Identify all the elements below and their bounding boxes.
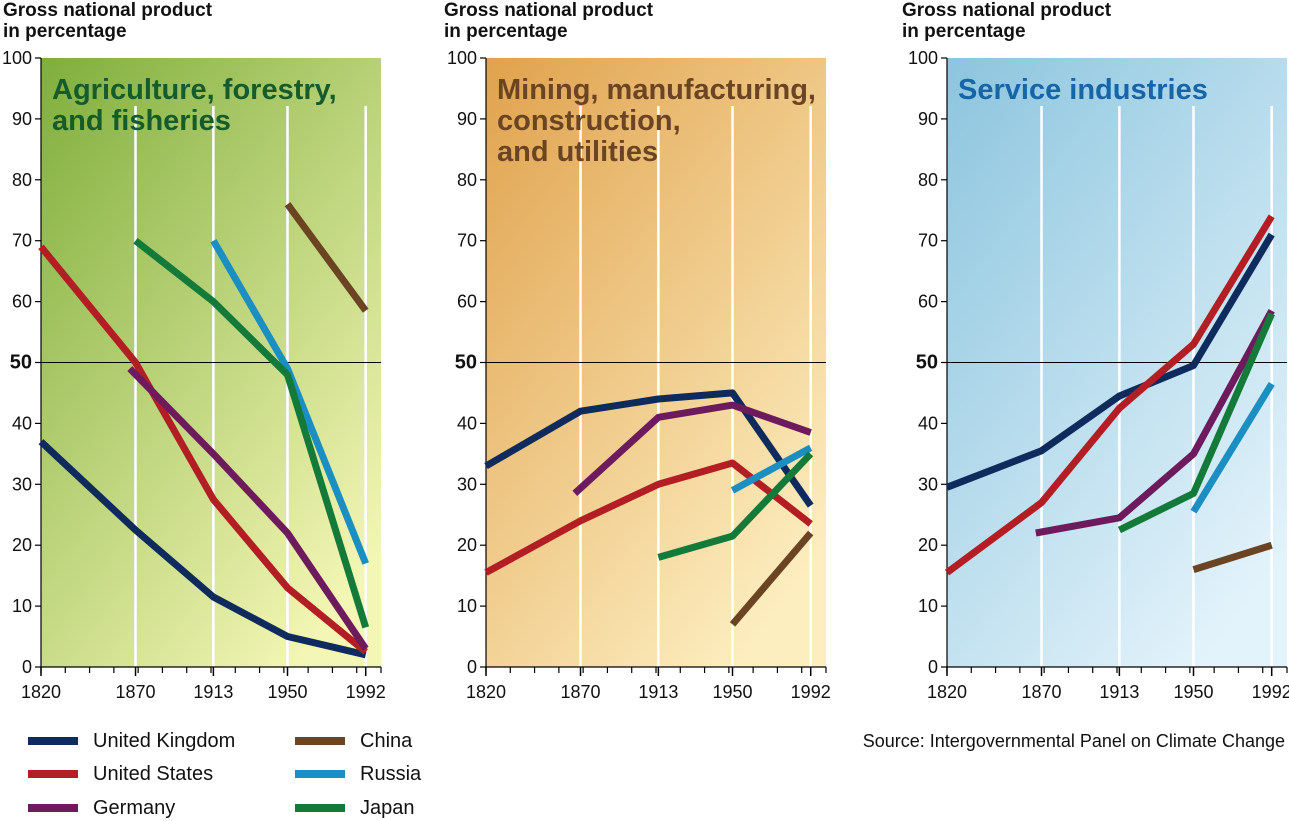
y-tick-label: 10 bbox=[918, 596, 938, 616]
x-tick-label: 1913 bbox=[638, 682, 678, 702]
panel-3-y-axis-title: Gross national product in percentage bbox=[902, 0, 1112, 42]
legend-swatch-united-kingdom bbox=[28, 737, 78, 745]
y-tick-label: 40 bbox=[918, 413, 938, 433]
legend-label-united-states: United States bbox=[93, 762, 214, 785]
y-tick-label: 10 bbox=[12, 596, 32, 616]
y-tick-label: 90 bbox=[918, 109, 938, 129]
x-tick-label: 1820 bbox=[927, 682, 967, 702]
y-tick-label: 80 bbox=[457, 170, 477, 190]
series-line-united-states bbox=[944, 214, 1275, 576]
y-tick-label: 90 bbox=[12, 109, 32, 129]
series-line-japan bbox=[657, 451, 814, 561]
series-line-russia bbox=[210, 238, 369, 565]
legend-label-japan: Japan bbox=[360, 796, 415, 819]
panel-3: 0 10 20 30 40 50 60 70 80 90 100 1820 1870 1913 1950 19… bbox=[908, 48, 1289, 702]
x-tick-label: 1950 bbox=[712, 682, 752, 702]
panel-title: Agriculture, forestry, and fisheries bbox=[52, 74, 337, 137]
legend: United Kingdom United States Germany Chi… bbox=[28, 728, 448, 820]
x-tick-label: 1913 bbox=[193, 682, 233, 702]
legend-swatch-china bbox=[295, 737, 345, 745]
x-tick-label: 1820 bbox=[21, 682, 61, 702]
y-tick-label: 70 bbox=[457, 231, 477, 251]
y-tick-label: 60 bbox=[457, 292, 477, 312]
legend-item-russia: Russia bbox=[295, 761, 421, 787]
y-tick-label: 10 bbox=[457, 596, 477, 616]
panel-1-y-axis-title: Gross national product in percentage bbox=[3, 0, 213, 42]
y-tick-label: 70 bbox=[918, 231, 938, 251]
y-tick-label: 80 bbox=[918, 170, 938, 190]
series-line-germany bbox=[127, 366, 369, 651]
y-tick-label: 100 bbox=[2, 48, 32, 68]
series-line-china bbox=[729, 530, 814, 627]
x-tick-label: 1950 bbox=[1173, 682, 1213, 702]
legend-label-germany: Germany bbox=[93, 796, 176, 819]
legend-label-united-kingdom: United Kingdom bbox=[93, 729, 236, 752]
y-tick-label: 90 bbox=[457, 109, 477, 129]
series-line-united-states bbox=[484, 459, 813, 576]
series-line-germany bbox=[572, 401, 812, 496]
series-line-russia bbox=[1190, 381, 1275, 514]
legend-item-china: China bbox=[295, 728, 412, 754]
series-line-germany bbox=[1035, 309, 1275, 537]
y-tick-label: 0 bbox=[928, 657, 938, 677]
series-line-united-states bbox=[38, 244, 368, 655]
y-tick-label: 70 bbox=[12, 231, 32, 251]
y-tick-label: 40 bbox=[457, 413, 477, 433]
x-tick-label: 1992 bbox=[346, 682, 386, 702]
y-tick-label: 0 bbox=[22, 657, 32, 677]
y-tick-label: 100 bbox=[447, 48, 477, 68]
y-tick-label: 60 bbox=[918, 292, 938, 312]
panel-title: Service industries bbox=[958, 74, 1208, 106]
x-tick-label: 1820 bbox=[466, 682, 506, 702]
x-tick-label: 1992 bbox=[1252, 682, 1289, 702]
y-tick-label: 20 bbox=[918, 535, 938, 555]
panel-title: Mining, manufacturing, construction, and u… bbox=[497, 74, 816, 168]
y-tick-label: 20 bbox=[457, 535, 477, 555]
y-tick-label: 40 bbox=[12, 413, 32, 433]
series-line-china bbox=[1192, 541, 1273, 573]
legend-swatch-russia bbox=[295, 770, 345, 778]
series-line-united-kingdom bbox=[945, 232, 1275, 491]
x-tick-label: 1913 bbox=[1099, 682, 1139, 702]
legend-swatch-united-states bbox=[28, 770, 78, 778]
y-tick-label: 50 bbox=[455, 352, 477, 374]
y-tick-label: 80 bbox=[12, 170, 32, 190]
source-note: Source: Intergovernmental Panel on Clima… bbox=[862, 731, 1285, 751]
y-tick-label: 30 bbox=[12, 474, 32, 494]
series-line-russia bbox=[730, 444, 813, 494]
series-line-china bbox=[284, 202, 369, 313]
x-tick-label: 1870 bbox=[1021, 682, 1061, 702]
series-line-united-kingdom bbox=[484, 389, 814, 508]
panel-1: 0 10 20 30 40 50 60 70 80 90 100 1820 1870 1913 1950 19… bbox=[2, 48, 386, 702]
y-tick-label: 30 bbox=[457, 474, 477, 494]
y-tick-label: 20 bbox=[12, 535, 32, 555]
y-tick-label: 50 bbox=[916, 352, 938, 374]
x-tick-label: 1870 bbox=[560, 682, 600, 702]
legend-item-germany: Germany bbox=[28, 795, 175, 821]
y-tick-label: 60 bbox=[12, 292, 32, 312]
panel-2: 0 10 20 30 40 50 60 70 80 90 100 1820 1870 1913 1950 19… bbox=[447, 48, 831, 702]
legend-item-japan: Japan bbox=[295, 795, 415, 821]
series-line-japan bbox=[1117, 312, 1275, 534]
legend-item-united-kingdom: United Kingdom bbox=[28, 728, 235, 754]
x-tick-label: 1992 bbox=[791, 682, 831, 702]
legend-label-russia: Russia bbox=[360, 762, 422, 785]
series-line-united-kingdom bbox=[38, 439, 367, 659]
series-line-japan bbox=[133, 237, 370, 629]
y-tick-label: 30 bbox=[918, 474, 938, 494]
x-tick-label: 1870 bbox=[115, 682, 155, 702]
legend-item-united-states: United States bbox=[28, 761, 213, 787]
x-tick-label: 1950 bbox=[267, 682, 307, 702]
y-tick-label: 50 bbox=[10, 352, 32, 374]
legend-swatch-japan bbox=[295, 804, 345, 812]
y-tick-label: 0 bbox=[467, 657, 477, 677]
panel-2-y-axis-title: Gross national product in percentage bbox=[444, 0, 654, 42]
legend-swatch-germany bbox=[28, 804, 78, 812]
y-tick-label: 100 bbox=[908, 48, 938, 68]
legend-label-china: China bbox=[360, 729, 413, 752]
